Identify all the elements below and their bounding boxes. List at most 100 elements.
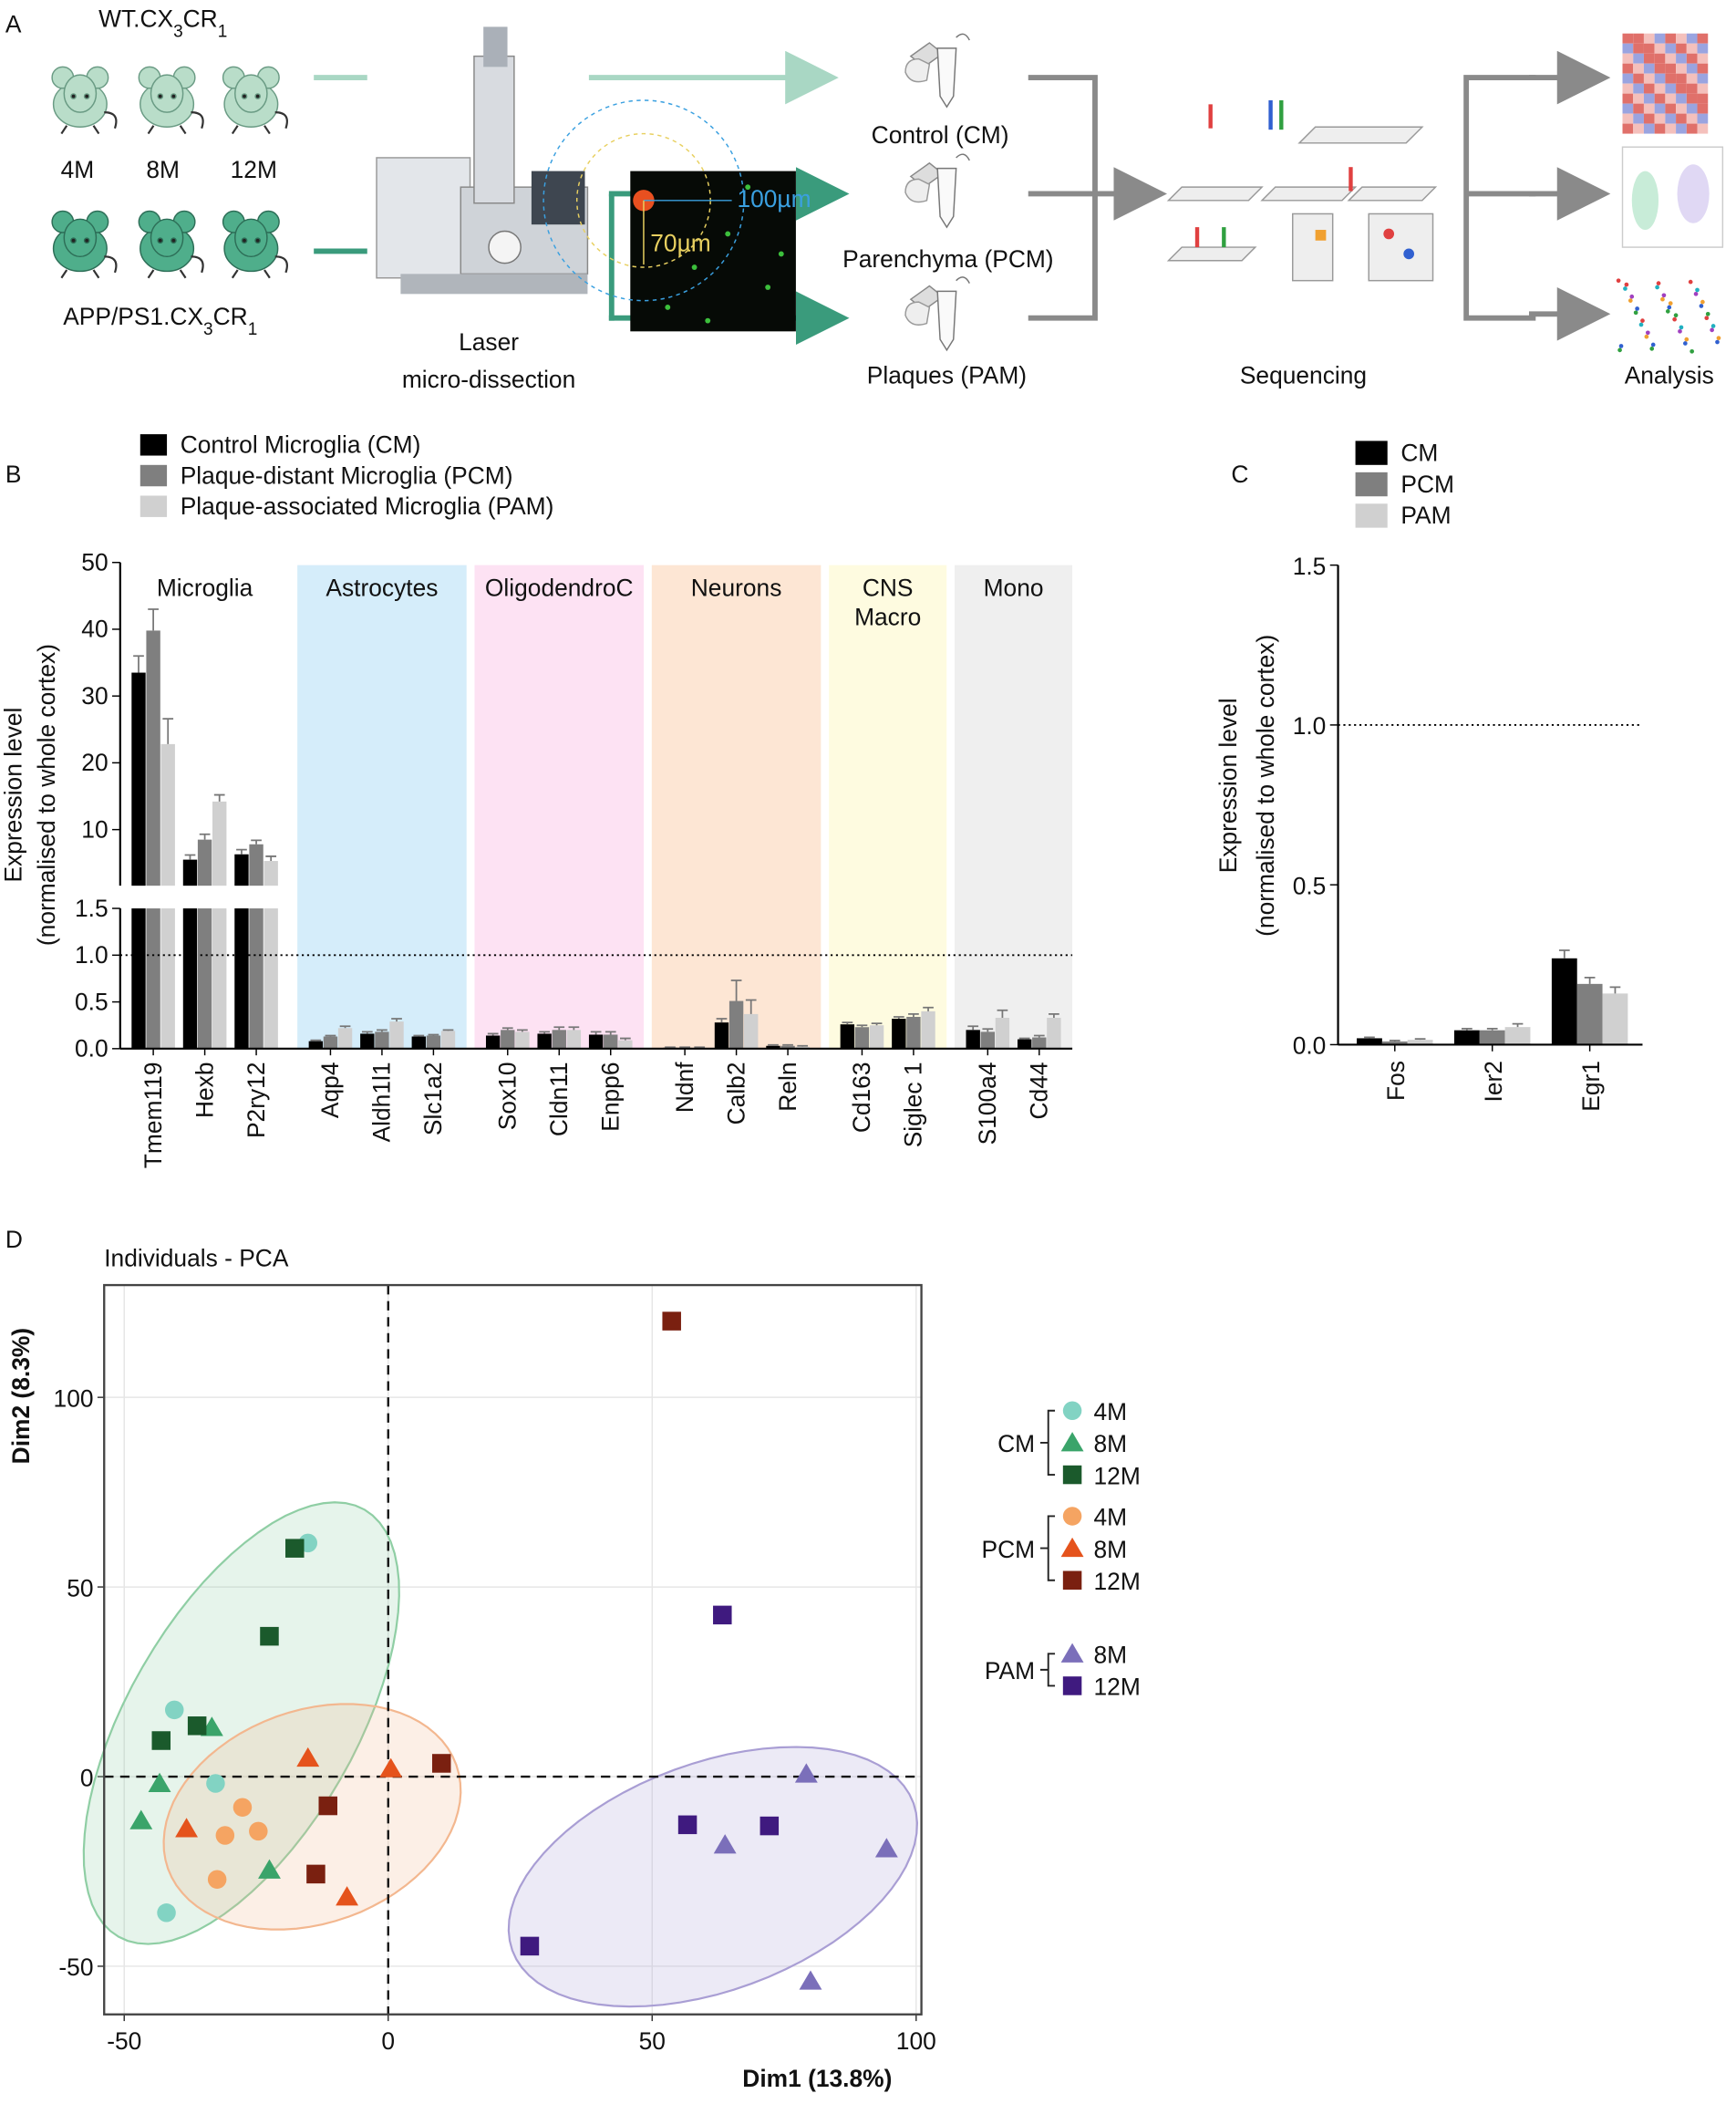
y-axis-label: (normalised to whole cortex) — [33, 644, 60, 946]
scale-label: 100µm — [737, 185, 811, 212]
error-bar — [265, 855, 277, 862]
legend-label: 4M — [1094, 1398, 1128, 1425]
heat-cell — [1633, 73, 1644, 84]
heat-cell — [1643, 43, 1655, 54]
bar — [360, 1033, 375, 1049]
bar — [1602, 993, 1628, 1045]
heat-cell — [1665, 83, 1677, 94]
thumb-dot — [1645, 330, 1650, 336]
error-bar — [842, 1021, 853, 1025]
heat-cell — [1665, 73, 1677, 84]
label-part: CR — [213, 303, 248, 330]
error-bar — [856, 1024, 868, 1028]
group-label: CNS — [863, 574, 914, 601]
x-tick-label: S100a4 — [974, 1062, 1001, 1145]
sample-label: Plaques (PAM) — [867, 361, 1027, 389]
x-tick-label: Enpp6 — [597, 1062, 625, 1131]
error-bar — [133, 655, 144, 673]
error-bar — [236, 848, 247, 855]
thumb-dot — [1695, 287, 1700, 293]
thumb-dot — [1623, 286, 1628, 291]
bar — [485, 1035, 501, 1049]
bar — [728, 1000, 744, 1049]
y-tick-label: -50 — [58, 1954, 93, 1981]
thumb-dot — [1704, 316, 1710, 321]
point — [232, 1798, 253, 1817]
heat-cell — [1686, 123, 1698, 134]
heat-cell — [1676, 93, 1687, 104]
heat-cell — [1633, 53, 1644, 64]
bar — [1453, 1030, 1480, 1045]
point — [207, 1870, 227, 1889]
point — [794, 1763, 818, 1783]
error-bar — [325, 1034, 336, 1037]
legend-swatch — [1355, 472, 1388, 497]
error-bar — [745, 999, 757, 1014]
heat-cell — [1633, 63, 1644, 74]
error-bar — [1609, 986, 1621, 994]
heat-cell — [1633, 103, 1644, 114]
heat-cell — [1676, 113, 1687, 124]
thumb-dot — [1688, 279, 1693, 285]
bar — [501, 1030, 515, 1049]
heat-cell — [1633, 43, 1644, 54]
error-bar — [184, 854, 196, 860]
heat-cell — [1654, 103, 1666, 114]
thumb-dot — [1678, 328, 1682, 334]
heat-cell — [1697, 113, 1709, 124]
bar — [1357, 1038, 1382, 1045]
y-tick-label: 20 — [81, 749, 108, 776]
thumb-dot — [1679, 325, 1684, 330]
bar — [249, 844, 264, 886]
bar — [182, 908, 198, 1049]
app-mice — [51, 210, 288, 279]
legend-marker — [1062, 1507, 1082, 1526]
bracket — [1463, 75, 1536, 321]
heat-cell — [1643, 113, 1655, 124]
error-bar — [997, 1009, 1008, 1019]
heat-cell — [1633, 83, 1644, 94]
legend-marker — [1062, 1465, 1082, 1485]
scale-label: 70µm — [650, 229, 710, 256]
group-band — [651, 565, 822, 1049]
panel-label: A — [5, 10, 22, 37]
bar — [264, 861, 278, 886]
error-bar — [1558, 949, 1570, 959]
group-label: Astrocytes — [326, 574, 438, 601]
error-bar — [1584, 976, 1596, 984]
legend-swatch — [1355, 503, 1388, 528]
bar — [264, 908, 278, 1049]
y-axis-label: Dim2 (8.3%) — [7, 1328, 35, 1464]
legend-label: Control Microglia (CM) — [181, 431, 421, 459]
heat-cell — [1686, 33, 1698, 44]
thumb-dot — [1684, 337, 1690, 342]
x-tick-label: Tmem119 — [140, 1062, 167, 1168]
error-bar — [310, 1039, 322, 1042]
bar — [515, 1031, 530, 1049]
label-part: 3 — [173, 22, 183, 41]
x-tick-label: Hexb — [191, 1062, 218, 1118]
bar — [212, 801, 227, 886]
heat-cell — [1697, 43, 1709, 54]
error-bar — [539, 1031, 551, 1034]
x-tick-label: Aldh1l1 — [368, 1062, 396, 1142]
sequencing-label: Sequencing — [1240, 361, 1367, 389]
error-bar — [604, 1031, 616, 1035]
point — [431, 1754, 451, 1773]
bar — [411, 1036, 426, 1049]
sample-label: Parenchyma (PCM) — [842, 245, 1053, 273]
y-tick-label: 1.0 — [75, 941, 108, 969]
error-bar — [251, 839, 262, 845]
thumb-dot — [1656, 281, 1661, 285]
heat-cell — [1686, 53, 1698, 64]
label-part: 1 — [218, 22, 228, 41]
heat-cell — [1622, 93, 1634, 104]
bar — [840, 1024, 855, 1049]
error-bar — [797, 1044, 809, 1047]
bar — [566, 1030, 582, 1049]
pca-thumbnail — [1621, 146, 1724, 248]
heat-cell — [1676, 33, 1687, 44]
error-bar — [487, 1032, 499, 1036]
error-bar — [442, 1029, 454, 1031]
point — [306, 1864, 326, 1884]
